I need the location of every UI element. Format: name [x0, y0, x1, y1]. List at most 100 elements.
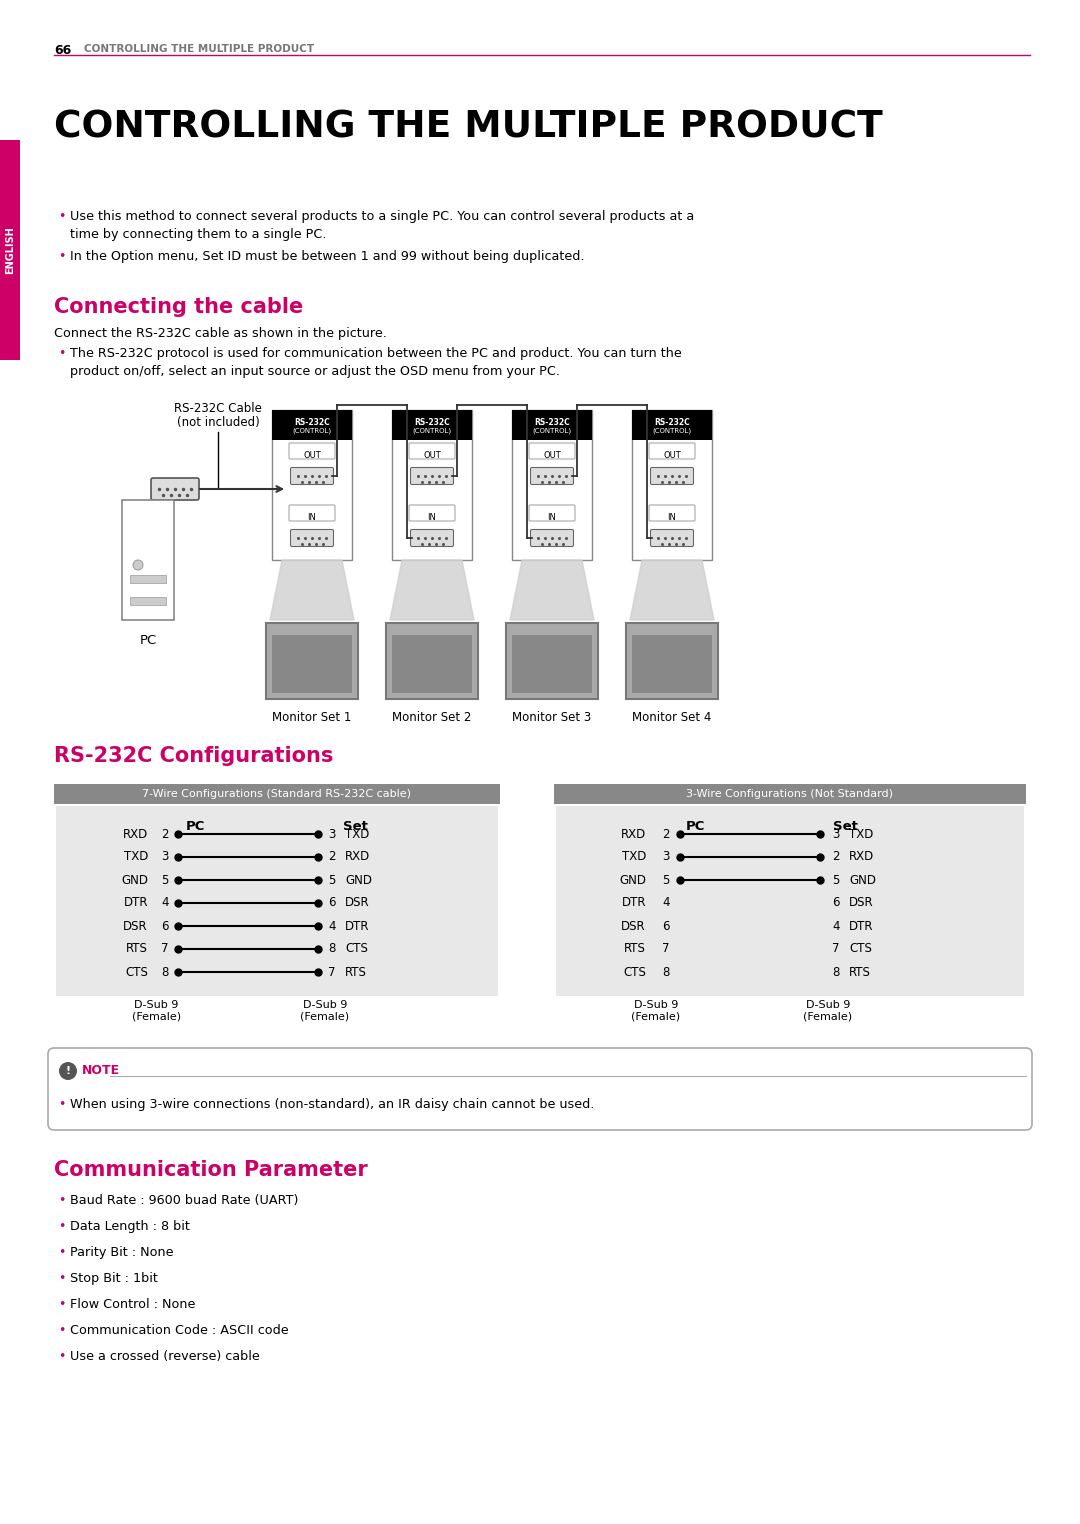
Text: RXD: RXD	[849, 850, 874, 864]
FancyBboxPatch shape	[392, 636, 472, 693]
Text: 2: 2	[328, 850, 336, 864]
Text: Connect the RS-232C cable as shown in the picture.: Connect the RS-232C cable as shown in th…	[54, 328, 387, 340]
Text: •: •	[58, 210, 66, 223]
Text: GND: GND	[849, 873, 876, 887]
Text: 8: 8	[833, 966, 839, 978]
Text: IN: IN	[308, 514, 316, 523]
FancyBboxPatch shape	[632, 636, 712, 693]
FancyBboxPatch shape	[392, 410, 472, 559]
Text: 4: 4	[328, 919, 336, 933]
Text: 2: 2	[161, 828, 168, 841]
Text: DSR: DSR	[849, 896, 874, 910]
Text: D-Sub 9
(Female): D-Sub 9 (Female)	[632, 1000, 680, 1021]
Text: 3-Wire Configurations (Not Standard): 3-Wire Configurations (Not Standard)	[687, 789, 893, 799]
FancyBboxPatch shape	[556, 806, 1024, 997]
Text: PC: PC	[186, 820, 205, 834]
Text: CTS: CTS	[623, 966, 646, 978]
Text: GND: GND	[619, 873, 646, 887]
Text: RTS: RTS	[126, 942, 148, 956]
Text: 7: 7	[161, 942, 168, 956]
Text: Monitor Set 1: Monitor Set 1	[272, 712, 352, 724]
Text: RS-232C Cable: RS-232C Cable	[174, 402, 262, 415]
Text: Communication Code : ASCII code: Communication Code : ASCII code	[70, 1324, 288, 1337]
Text: Parity Bit : None: Parity Bit : None	[70, 1247, 174, 1259]
Text: •: •	[58, 1193, 66, 1207]
Text: Monitor Set 4: Monitor Set 4	[632, 712, 712, 724]
Text: ENGLISH: ENGLISH	[5, 226, 15, 274]
Text: DTR: DTR	[345, 919, 369, 933]
Text: Connecting the cable: Connecting the cable	[54, 297, 303, 317]
FancyBboxPatch shape	[632, 410, 712, 440]
Text: •: •	[58, 1350, 66, 1362]
Text: (CONTROL): (CONTROL)	[652, 427, 691, 433]
FancyBboxPatch shape	[54, 783, 500, 805]
Text: •: •	[58, 1298, 66, 1311]
Text: DTR: DTR	[849, 919, 874, 933]
Text: TXD: TXD	[622, 850, 646, 864]
FancyBboxPatch shape	[530, 468, 573, 485]
Text: D-Sub 9
(Female): D-Sub 9 (Female)	[132, 1000, 181, 1021]
Text: (CONTROL): (CONTROL)	[532, 427, 571, 433]
Text: RS-232C: RS-232C	[414, 418, 450, 427]
FancyBboxPatch shape	[272, 410, 352, 440]
Text: Data Length : 8 bit: Data Length : 8 bit	[70, 1221, 190, 1233]
Text: 7: 7	[328, 966, 336, 978]
Text: 6: 6	[328, 896, 336, 910]
FancyBboxPatch shape	[507, 623, 598, 700]
Text: Baud Rate : 9600 buad Rate (UART): Baud Rate : 9600 buad Rate (UART)	[70, 1193, 298, 1207]
FancyBboxPatch shape	[272, 410, 352, 559]
Polygon shape	[630, 559, 714, 620]
Text: RS-232C: RS-232C	[654, 418, 690, 427]
FancyBboxPatch shape	[130, 597, 166, 605]
Text: 5: 5	[161, 873, 168, 887]
Text: The RS-232C protocol is used for communication between the PC and product. You c: The RS-232C protocol is used for communi…	[70, 347, 681, 360]
Text: IN: IN	[428, 514, 436, 523]
Text: OUT: OUT	[303, 451, 321, 460]
Text: RXD: RXD	[345, 850, 370, 864]
Text: 5: 5	[833, 873, 839, 887]
Text: 6: 6	[161, 919, 168, 933]
FancyBboxPatch shape	[649, 443, 696, 459]
Text: 4: 4	[833, 919, 840, 933]
FancyBboxPatch shape	[512, 410, 592, 440]
Text: •: •	[58, 1324, 66, 1337]
FancyBboxPatch shape	[554, 783, 1026, 805]
FancyBboxPatch shape	[650, 468, 693, 485]
Text: OUT: OUT	[663, 451, 680, 460]
Text: 3: 3	[662, 850, 670, 864]
Text: RTS: RTS	[624, 942, 646, 956]
Text: GND: GND	[345, 873, 372, 887]
Text: 5: 5	[662, 873, 670, 887]
Text: CONTROLLING THE MULTIPLE PRODUCT: CONTROLLING THE MULTIPLE PRODUCT	[54, 110, 882, 146]
Text: !: !	[66, 1065, 70, 1076]
FancyBboxPatch shape	[650, 529, 693, 547]
Text: OUT: OUT	[543, 451, 561, 460]
Text: time by connecting them to a single PC.: time by connecting them to a single PC.	[70, 229, 326, 241]
Text: RTS: RTS	[345, 966, 367, 978]
FancyBboxPatch shape	[289, 504, 335, 521]
Text: •: •	[58, 1097, 66, 1111]
Text: NOTE: NOTE	[82, 1064, 120, 1077]
FancyBboxPatch shape	[291, 529, 334, 547]
Text: PC: PC	[686, 820, 704, 834]
Text: •: •	[58, 347, 66, 360]
Text: 7-Wire Configurations (Standard RS-232C cable): 7-Wire Configurations (Standard RS-232C …	[143, 789, 411, 799]
FancyBboxPatch shape	[410, 468, 454, 485]
FancyBboxPatch shape	[0, 140, 21, 360]
Text: D-Sub 9
(Female): D-Sub 9 (Female)	[804, 1000, 852, 1021]
Text: (not included): (not included)	[177, 416, 259, 428]
Text: 7: 7	[833, 942, 840, 956]
Text: DTR: DTR	[123, 896, 148, 910]
FancyBboxPatch shape	[529, 504, 575, 521]
FancyBboxPatch shape	[272, 636, 352, 693]
FancyBboxPatch shape	[130, 575, 166, 584]
Text: DSR: DSR	[345, 896, 369, 910]
Text: RS-232C: RS-232C	[535, 418, 570, 427]
Text: RXD: RXD	[123, 828, 148, 841]
Text: Monitor Set 2: Monitor Set 2	[392, 712, 472, 724]
Text: 8: 8	[328, 942, 336, 956]
Text: product on/off, select an input source or adjust the OSD menu from your PC.: product on/off, select an input source o…	[70, 366, 561, 378]
Text: Stop Bit : 1bit: Stop Bit : 1bit	[70, 1273, 158, 1285]
Text: 6: 6	[662, 919, 670, 933]
Text: TXD: TXD	[849, 828, 874, 841]
